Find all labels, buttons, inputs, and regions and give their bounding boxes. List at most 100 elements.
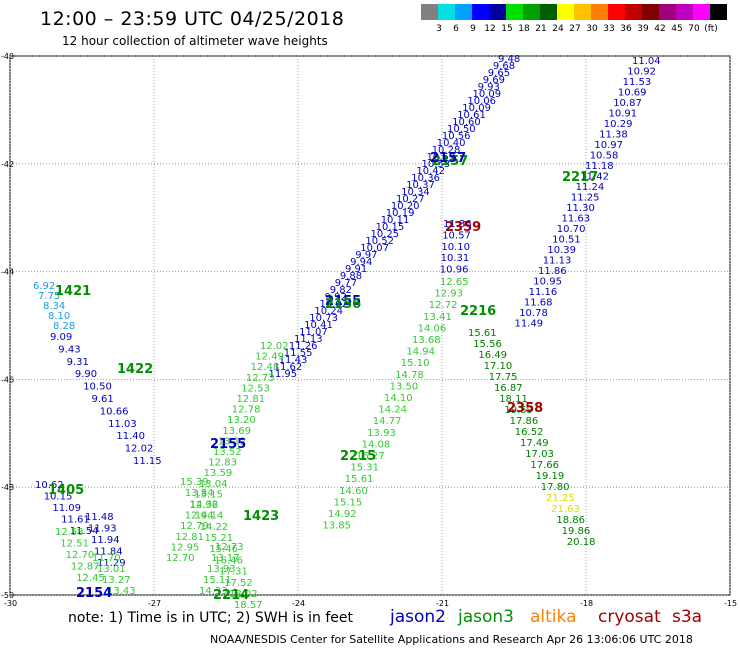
pass-time-label: 2155 [325,294,361,309]
scale-tick-label: 42 [654,24,666,34]
wave-height-value: 9.31 [67,357,89,368]
wave-height-value: 17.31 [219,567,248,578]
wave-height-value: 14.10 [384,393,413,404]
wave-height-value: 13.04 [199,479,228,490]
pass-time-label: 2215 [340,449,376,464]
wave-height-value: 11.62 [274,362,303,373]
wave-height-value: 10.78 [519,308,548,319]
wave-height-value: 10.96 [440,265,469,276]
pass-time-label: 2157 [430,151,466,166]
wave-height-value: 11.48 [85,512,114,523]
wave-height-value: 9.68 [493,61,515,72]
wave-height-value: 10.60 [452,117,481,128]
wave-height-value: 15.21 [205,533,234,544]
wave-height-value: 12.70 [166,553,195,564]
wave-height-value: 10.53 [422,159,451,170]
wave-height-value: 12.65 [440,277,469,288]
legend-altika: altika [530,607,577,627]
scale-tick-label: 3 [436,24,442,34]
lat-tick-label: -46 [1,375,14,384]
wave-height-value: 11.86 [538,266,567,277]
wave-height-value: 11.29 [97,558,126,569]
wave-height-value: 13.68 [412,335,441,346]
wave-height-value: 13.43 [107,586,136,597]
wave-height-value: 11.42 [580,172,609,183]
wave-height-value: 14.60 [339,486,368,497]
wave-height-value: 16.27 [356,451,385,462]
legend-jason3: jason3 [458,607,514,627]
chart-subtitle: 12 hour collection of altimeter wave hei… [62,34,328,48]
scale-tick-label: 15 [501,24,513,34]
scale-tick-label: 27 [569,24,581,34]
wave-height-value: 11.95 [269,369,298,380]
wave-height-value: 14.08 [362,439,391,450]
wave-height-value: 18.57 [234,600,263,611]
pass-time-label: 2214 [213,588,249,603]
scale-swatch [540,4,557,20]
pass-time-label: 1422 [117,362,153,377]
wave-height-value: 13.52 [213,447,242,458]
wave-height-value: 9.61 [92,394,114,405]
wave-height-value: 11.07 [299,327,328,338]
scale-swatch [557,4,574,20]
wave-height-value: 13.84 [185,488,214,499]
wave-height-value: 15.56 [473,339,502,350]
wave-height-value: 10.11 [381,215,410,226]
wave-height-value: 10.50 [83,382,112,393]
wave-height-value: 11.94 [91,535,120,546]
wave-height-value: 11.03 [108,419,137,430]
wave-height-value: 15.31 [350,463,379,474]
wave-height-value: 10.28 [432,145,461,156]
scale-swatch [676,4,693,20]
wave-height-value: 13.41 [423,312,452,323]
wave-height-value: 10.52 [365,236,394,247]
wave-height-value: 13.15 [194,489,223,500]
scale-swatch [455,4,472,20]
wave-height-value: 17.03 [525,449,554,460]
wave-height-value: 9.88 [340,271,362,282]
wave-height-value: 19.86 [562,526,591,537]
wave-height-value: 10.09 [462,103,491,114]
scale-swatch [523,4,540,20]
wave-height-value: 10.61 [457,110,486,121]
scale-tick-label: 70 [688,24,700,34]
wave-height-value: 13.27 [102,575,131,586]
wave-height-value: 13.17 [211,553,240,564]
scale-swatch [710,4,727,20]
wave-height-value: 10.40 [437,138,466,149]
wave-height-value: 11.13 [543,256,572,267]
wave-height-value: 21.63 [551,504,580,515]
wave-height-value: 8.10 [48,311,70,322]
wave-height-value: 10.37 [406,180,435,191]
wave-height-value: 8.28 [53,321,75,332]
wave-height-value: 17.52 [224,578,253,589]
scale-swatch [421,4,438,20]
wave-height-value: 13.12 [218,436,247,447]
scale-swatch [608,4,625,20]
wave-height-value: 12.70 [66,550,95,561]
wave-height-value: 10.36 [411,173,440,184]
wave-height-value: 17.86 [510,416,539,427]
wave-height-value: 17.75 [489,372,518,383]
wave-height-value: 12.78 [232,405,261,416]
scale-swatch [438,4,455,20]
lon-tick-label: -18 [580,599,593,608]
wave-height-value: 12.79 [180,521,209,532]
chart-title: 12:00 – 23:59 UTC 04/25/2018 [40,8,345,30]
pass-time-label: 2216 [460,304,496,319]
wave-height-value: 9.09 [50,332,72,343]
wave-height-value: 11.93 [88,524,117,535]
footnote: note: 1) Time is in UTC; 2) SWH is in fe… [68,610,354,626]
wave-height-value: 17.80 [541,482,570,493]
wave-height-value: 11.15 [133,456,162,467]
wave-height-value: 11.13 [294,334,323,345]
wave-height-value: 12.48 [251,362,280,373]
scale-tick-label: 45 [671,24,683,34]
wave-height-value: 17.49 [520,438,549,449]
wave-height-value: 10.34 [401,187,430,198]
wave-height-value: 12.58 [55,527,84,538]
scale-tick-label: 12 [484,24,496,34]
wave-height-value: 14.94 [406,347,435,358]
pass-time-label: 2358 [507,401,543,416]
wave-height-value: 11.18 [585,161,614,172]
